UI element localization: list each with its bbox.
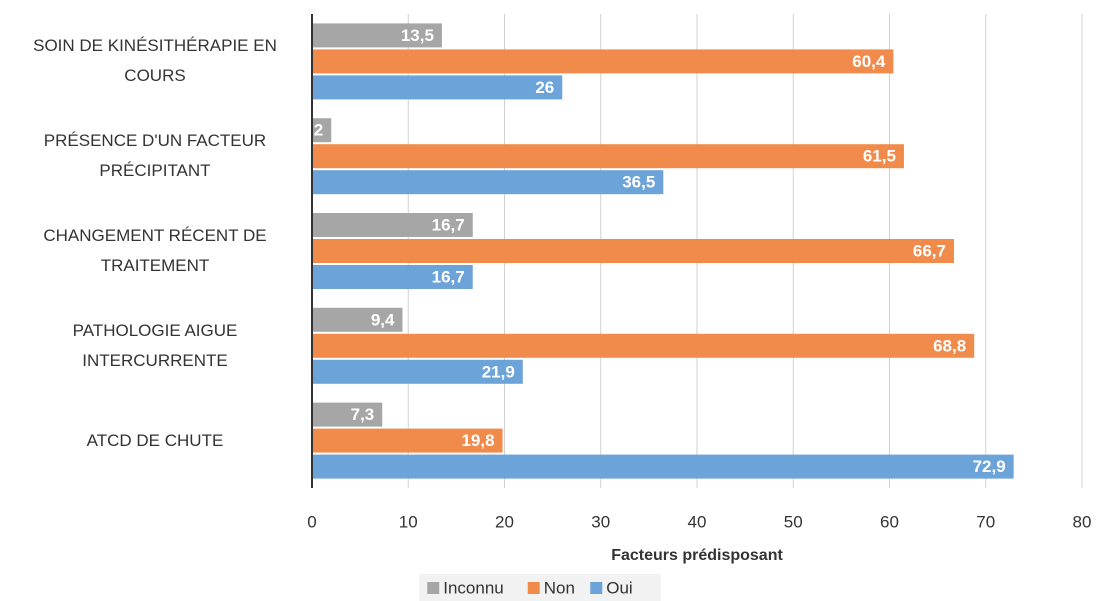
value-label: 72,9 (973, 457, 1006, 476)
value-label: 68,8 (933, 336, 966, 355)
x-tick-label: 30 (591, 512, 610, 531)
value-label: 60,4 (852, 52, 886, 71)
y-tick-label: CHANGEMENT RÉCENT DE TRAITEMENT (43, 226, 267, 275)
bar (312, 23, 442, 48)
y-tick-label: SOIN DE KINÉSITHÉRAPIE EN COURS (33, 36, 277, 86)
bar (312, 213, 473, 237)
bar (312, 49, 894, 74)
legend-label: Inconnu (443, 578, 504, 597)
x-tick-label: 10 (399, 512, 418, 531)
legend-label: Non (544, 578, 575, 597)
x-tick-label: 60 (880, 512, 899, 531)
value-label: 19,8 (461, 431, 494, 450)
bar (312, 428, 503, 453)
legend-label: Oui (606, 578, 632, 597)
x-tick-label: 0 (307, 512, 316, 531)
value-label: 9,4 (371, 310, 395, 329)
legend-box (419, 574, 661, 601)
value-label: 16,7 (432, 215, 465, 234)
legend-swatch (427, 582, 440, 594)
bar (312, 402, 383, 427)
bar (312, 75, 563, 100)
y-tick-label: PRÉSENCE D'UN FACTEUR PRÉCIPITANT (43, 131, 267, 181)
value-label: 7,3 (351, 405, 375, 424)
legend-swatch (590, 582, 603, 594)
bar (312, 333, 975, 358)
value-label: 36,5 (622, 173, 655, 192)
value-label: 21,9 (482, 362, 515, 381)
value-label: 61,5 (863, 147, 896, 166)
bar (312, 359, 523, 384)
x-tick-label: 50 (784, 512, 803, 531)
bar (312, 170, 664, 195)
y-tick-label: PATHOLOGIE AIGUE INTERCURRENTE (72, 320, 238, 370)
value-label: 16,7 (432, 267, 465, 286)
x-tick-label: 70 (976, 512, 995, 531)
bar (312, 265, 473, 289)
legend-swatch (527, 582, 540, 594)
bar (312, 307, 403, 332)
value-label: 13,5 (401, 26, 434, 45)
y-tick-label: ATCD DE CHUTE (86, 430, 224, 450)
bar (312, 118, 332, 143)
bar (312, 454, 1014, 479)
x-tick-label: 80 (1073, 512, 1092, 531)
value-label: 66,7 (913, 241, 946, 260)
bar (312, 144, 904, 169)
value-label: 2 (314, 121, 323, 140)
x-tick-label: 40 (688, 512, 707, 531)
value-label: 26 (535, 78, 554, 97)
x-tick-label: 20 (495, 512, 514, 531)
bar (312, 239, 954, 263)
x-axis-title: Facteurs prédisposant (611, 547, 783, 564)
